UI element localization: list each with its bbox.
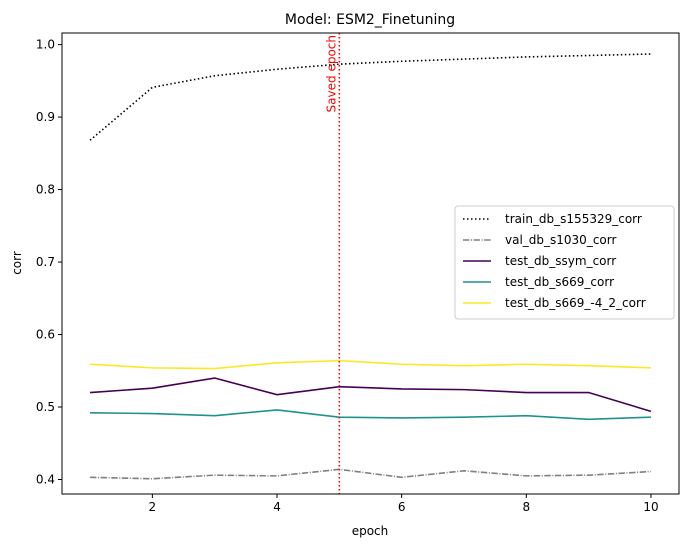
series-line-3: [89, 377, 652, 413]
plot-frame: [61, 32, 680, 495]
saved-epoch-label: Saved epoch: [324, 35, 338, 112]
plot-area: Saved epoch: [89, 33, 652, 494]
legend-label-2: val_db_s1030_corr: [505, 233, 616, 247]
y-tick-label: 1.0: [36, 38, 55, 52]
legend-label-1: train_db_s155329_corr: [505, 212, 642, 226]
x-tick-label: 8: [522, 500, 530, 514]
series-line-2: [90, 468, 651, 480]
y-tick-label: 0.6: [36, 328, 55, 342]
x-tick-label: 6: [398, 500, 406, 514]
series-line-5: [90, 359, 651, 370]
legend-box: [454, 205, 675, 320]
y-tick-label: 0.8: [36, 183, 55, 197]
x-tick-label: 2: [149, 500, 157, 514]
chart-title: Model: ESM2_Finetuning: [285, 12, 455, 28]
x-tick-label: 4: [273, 500, 281, 514]
series-line-1: [89, 53, 651, 141]
x-axis-label: epoch: [352, 524, 389, 538]
y-tick-label: 0.4: [36, 473, 55, 487]
y-tick-label: 0.7: [36, 255, 55, 269]
axes: 2 4 6 8 10 0.4 0.5 0.6 0.7 0.8 0.9 1.0: [36, 38, 659, 514]
y-axis-label: corr: [10, 251, 24, 275]
legend-label-5: test_db_s669_-4_2_corr: [505, 296, 646, 310]
y-tick-label: 0.9: [36, 110, 55, 124]
x-tick-label: 10: [643, 500, 658, 514]
y-tick-label: 0.5: [36, 400, 55, 414]
legend-label-3: test_db_ssym_corr: [505, 254, 616, 268]
series-line-4: [90, 409, 651, 421]
legend-label-4: test_db_s669_corr: [505, 275, 614, 289]
legend: train_db_s155329_corr val_db_s1030_corrte…: [454, 205, 675, 320]
